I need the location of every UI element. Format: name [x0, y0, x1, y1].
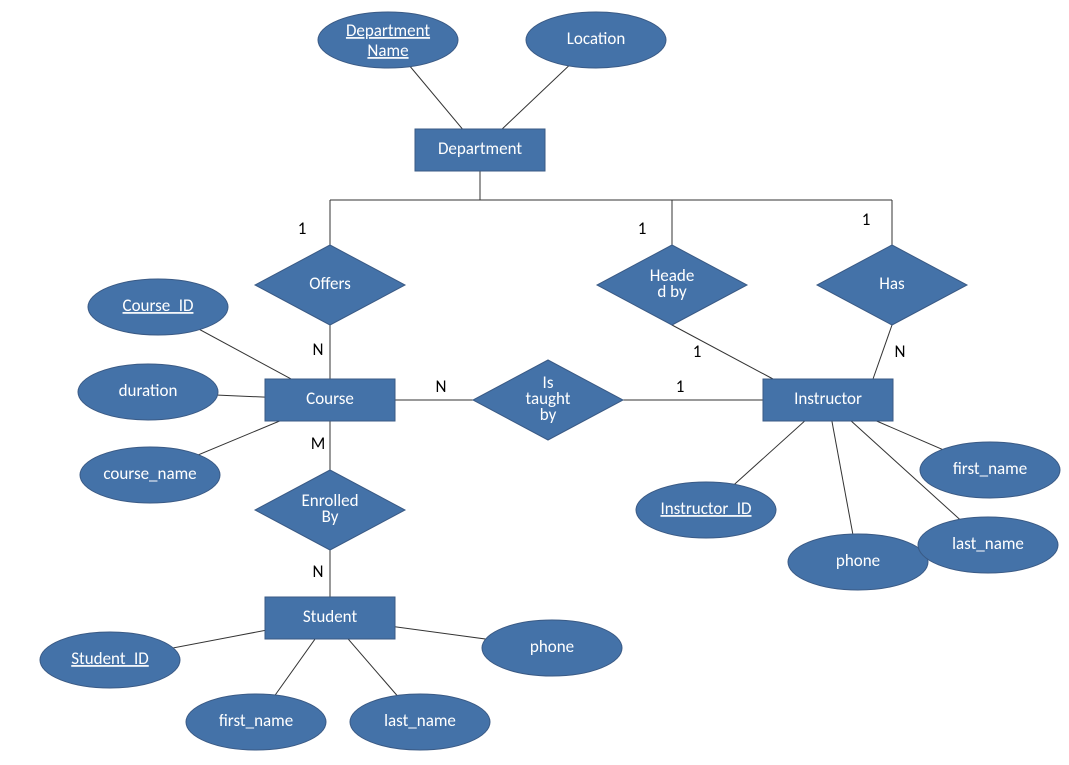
card-has-b: N [895, 341, 906, 362]
svg-text:By: By [322, 506, 339, 527]
svg-text:Student: Student [303, 606, 358, 627]
svg-text:Student_ID: Student_ID [71, 648, 149, 669]
relationship-headed_by: Headed by [597, 245, 747, 325]
attribute-course_name: course_name [80, 447, 220, 503]
relationship-offers: Offers [255, 245, 405, 325]
svg-text:Department: Department [438, 138, 522, 159]
entity-instructor: Instructor [763, 379, 893, 421]
card-enrolled_by-b: N [313, 561, 324, 582]
svg-text:first_name: first_name [219, 710, 293, 731]
shapes-layer: DepartmentNameLocationCourse_IDdurationc… [40, 12, 1060, 750]
attribute-last_name_s: last_name [350, 694, 490, 750]
card-enrolled_by-a: M [311, 433, 326, 454]
entity-student: Student [265, 597, 395, 639]
attribute-last_name_i: last_name [918, 517, 1058, 573]
svg-text:Course_ID: Course_ID [123, 295, 194, 316]
attribute-course_id: Course_ID [88, 279, 228, 335]
card-taught_by-a: N [436, 376, 447, 397]
attribute-phone_i: phone [788, 534, 928, 590]
relationship-enrolled_by: EnrolledBy [255, 470, 405, 550]
svg-text:Instructor_ID: Instructor_ID [660, 498, 751, 519]
attribute-location: Location [526, 12, 666, 68]
attribute-duration: duration [78, 364, 218, 420]
attribute-dept_name: DepartmentName [318, 12, 458, 68]
attribute-student_id: Student_ID [40, 632, 180, 688]
svg-text:course_name: course_name [103, 463, 196, 484]
relationship-has: Has [817, 245, 967, 325]
svg-text:last_name: last_name [952, 533, 1024, 554]
edge-has-instructor [873, 325, 892, 379]
attribute-phone_s: phone [482, 620, 622, 676]
edge-headedby-instructor [672, 325, 773, 379]
svg-text:Course: Course [306, 388, 354, 409]
svg-text:first_name: first_name [953, 458, 1027, 479]
svg-text:d by: d by [657, 281, 687, 302]
attribute-instructor_id: Instructor_ID [636, 482, 776, 538]
svg-text:Department: Department [346, 20, 430, 41]
svg-text:duration: duration [119, 380, 178, 401]
er-diagram-canvas: DepartmentNameLocationCourse_IDdurationc… [0, 0, 1069, 765]
card-headed_by-b: 1 [693, 341, 702, 362]
svg-text:Instructor: Instructor [794, 388, 862, 409]
attribute-first_name_s: first_name [186, 694, 326, 750]
svg-text:by: by [540, 404, 557, 425]
svg-text:last_name: last_name [384, 710, 456, 731]
entity-department: Department [415, 129, 545, 171]
svg-text:Has: Has [879, 273, 905, 294]
svg-text:Name: Name [367, 40, 408, 61]
card-offers-a: 1 [298, 218, 307, 239]
svg-text:Offers: Offers [309, 273, 351, 294]
card-taught_by-b: 1 [676, 376, 685, 397]
card-headed_by-a: 1 [638, 218, 647, 239]
svg-text:phone: phone [530, 636, 574, 657]
svg-text:Location: Location [567, 28, 626, 49]
card-has-a: 1 [862, 209, 871, 230]
attribute-first_name_i: first_name [920, 442, 1060, 498]
card-offers-b: N [313, 339, 324, 360]
entity-course: Course [265, 379, 395, 421]
relationship-taught_by: Istaughtby [473, 360, 623, 440]
svg-text:phone: phone [836, 550, 880, 571]
